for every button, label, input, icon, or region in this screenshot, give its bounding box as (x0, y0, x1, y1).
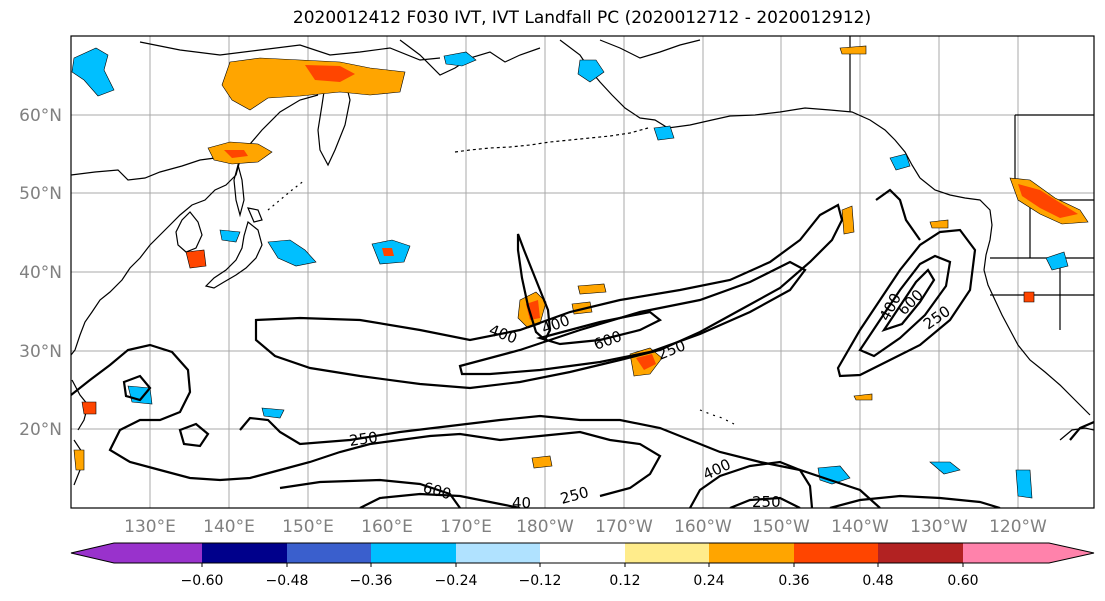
colorbar-bin (625, 543, 709, 563)
longitude-label: 160°E (361, 517, 413, 537)
colorbar-tick-label: 0.36 (778, 573, 809, 589)
colorbar-bin (709, 543, 794, 563)
contour-label-250: 250 (752, 493, 781, 511)
colorbar-extend-left (71, 543, 114, 563)
colorbar-labels: −0.60 −0.48 −0.36 −0.24 −0.12 0.12 0.24 0.36 0.4… (181, 573, 979, 589)
colorbar-tick-label: 0.60 (947, 573, 978, 589)
colorbar-tick-label: −0.48 (266, 573, 309, 589)
longitude-label: 140°E (203, 517, 255, 537)
longitude-label: 170°W (595, 517, 653, 537)
longitude-label: 150°W (752, 517, 810, 537)
colorbar-bin (456, 543, 540, 563)
longitude-label: 160°W (674, 517, 732, 537)
contour-label-250: 250 (348, 428, 379, 450)
colorbar-outline (70, 542, 1095, 564)
colorbar (70, 542, 1095, 567)
colorbar-bin (963, 543, 1049, 563)
colorbar-bin (794, 543, 878, 563)
longitude-label: 150°E (282, 517, 334, 537)
graticule (71, 36, 1094, 508)
map-title: 2020012412 F030 IVT, IVT Landfall PC (20… (292, 8, 872, 28)
colorbar-tick-label: −0.36 (350, 573, 393, 589)
longitude-label: 130°W (910, 517, 968, 537)
latitude-label: 40°N (19, 263, 62, 283)
colorbar-bin (202, 543, 287, 563)
colorbar-bin (371, 543, 456, 563)
colorbar-tick-label: 0.12 (609, 573, 640, 589)
latitude-label: 20°N (19, 420, 62, 440)
longitude-label: 130°E (124, 517, 176, 537)
colorbar-tick-label: −0.12 (519, 573, 562, 589)
longitude-label: 170°E (440, 517, 492, 537)
colorbar-bin (878, 543, 963, 563)
colorbar-bin (114, 543, 202, 563)
colorbar-tick-label: −0.24 (435, 573, 478, 589)
latitude-labels: 60°N 50°N 40°N 30°N 20°N (19, 106, 62, 440)
longitude-label: 140°W (831, 517, 889, 537)
colorbar-bin (287, 543, 371, 563)
colorbar-tick-label: 0.24 (693, 573, 724, 589)
ivt-contours (71, 188, 1094, 508)
colorbar-bin (540, 543, 625, 563)
longitude-label: 180°W (516, 517, 574, 537)
colorbar-extend-right (1049, 543, 1094, 563)
longitude-labels: 130°E 140°E 150°E 160°E 170°E 180°W 170°W 160°W… (124, 517, 1047, 537)
contour-label-40: 40 (512, 494, 531, 512)
map-frame (70, 35, 1095, 509)
latitude-label: 30°N (19, 342, 62, 362)
colorbar-tick-label: −0.60 (181, 573, 224, 589)
ivt-anomaly-patches (71, 45, 1089, 499)
longitude-label: 120°W (989, 517, 1047, 537)
colorbar-tick-label: 0.48 (862, 573, 893, 589)
latitude-label: 60°N (19, 106, 62, 126)
latitude-label: 50°N (19, 184, 62, 204)
